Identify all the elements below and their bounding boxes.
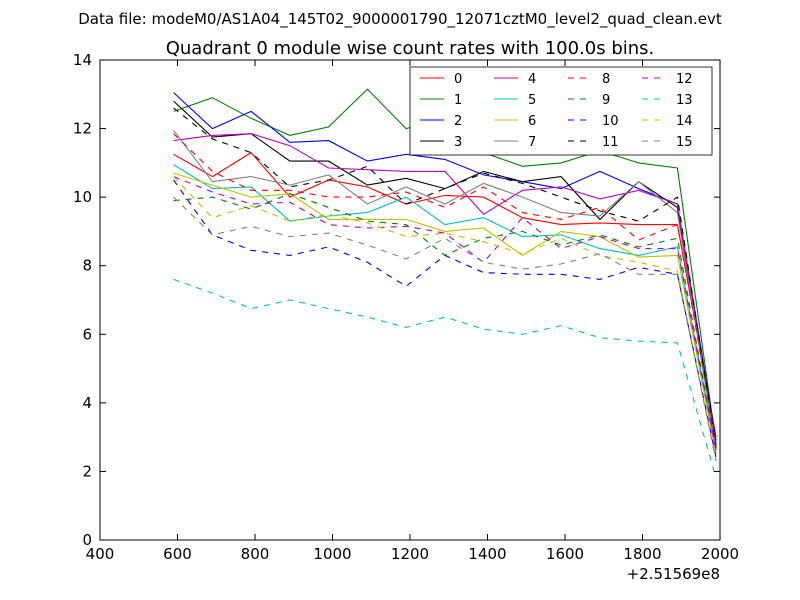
series-line-14 (173, 176, 717, 462)
series-line-12 (173, 176, 717, 452)
plot-area (99, 59, 721, 541)
legend-box (409, 66, 713, 156)
series-line-8 (173, 133, 717, 441)
y-tick-label: 8 (82, 257, 92, 275)
chart-title: Quadrant 0 module wise count rates with … (166, 38, 655, 59)
series-line-7 (173, 129, 717, 451)
series-line-10 (173, 179, 717, 458)
x-tick-label: 1600 (546, 545, 584, 563)
series-line-9 (173, 193, 717, 451)
legend-label-10: 10 (602, 114, 619, 129)
series-line-4 (173, 133, 717, 448)
series-line-0 (173, 151, 717, 438)
legend-label-5: 5 (528, 93, 536, 108)
legend-label-12: 12 (676, 72, 693, 87)
legend-label-3: 3 (454, 135, 462, 150)
legend-label-13: 13 (676, 93, 693, 108)
y-tick-label: 12 (73, 120, 92, 138)
x-tick-label: 1000 (313, 545, 351, 563)
legend-label-4: 4 (528, 72, 536, 87)
series-line-3 (173, 100, 717, 448)
y-tick-label: 2 (82, 462, 92, 480)
legend-label-0: 0 (454, 72, 462, 87)
series-line-13 (173, 278, 717, 479)
y-tick-label: 0 (82, 531, 92, 549)
x-tick-label: 800 (241, 545, 270, 563)
legend-label-2: 2 (454, 114, 462, 129)
legend-label-9: 9 (602, 93, 610, 108)
x-tick-label: 1200 (391, 545, 429, 563)
y-tick-label: 4 (82, 394, 92, 412)
x-tick-label: 400 (86, 545, 115, 563)
legend-label-15: 15 (676, 135, 693, 150)
series-lines (173, 88, 717, 479)
series-line-15 (173, 196, 717, 462)
series-line-6 (173, 172, 717, 455)
legend-label-11: 11 (602, 135, 619, 150)
legend-label-8: 8 (602, 72, 610, 87)
x-tick-label: 1400 (468, 545, 506, 563)
legend-label-14: 14 (676, 114, 693, 129)
y-tick-label: 10 (73, 188, 92, 206)
legend-label-6: 6 (528, 114, 536, 129)
x-axis-ticks: 400 600 800 1000 1200 1400 1600 1800 2000 (86, 60, 739, 563)
series-line-2 (173, 92, 717, 441)
x-tick-label: 600 (163, 545, 192, 563)
legend-label-1: 1 (454, 93, 462, 108)
figure-suptitle: Data file: modeM0/AS1A04_145T02_90000017… (78, 10, 722, 29)
y-tick-label: 14 (73, 51, 92, 69)
legend-label-7: 7 (528, 135, 536, 150)
y-tick-label: 6 (82, 325, 92, 343)
series-line-5 (173, 164, 717, 452)
x-axis-offset-label: +2.51569e8 (627, 565, 720, 583)
x-tick-label: 2000 (701, 545, 739, 563)
x-tick-label: 1800 (623, 545, 661, 563)
series-line-11 (173, 107, 717, 448)
